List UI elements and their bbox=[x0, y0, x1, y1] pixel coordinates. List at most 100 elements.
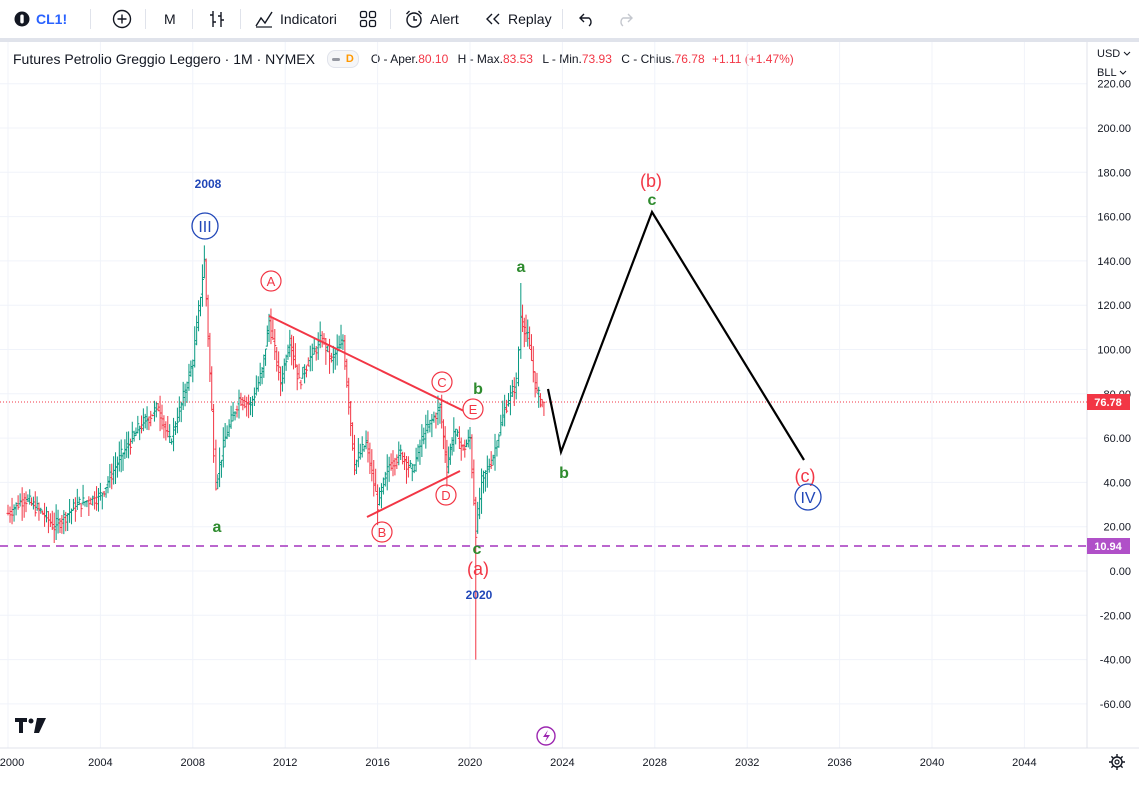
gear-icon[interactable] bbox=[1109, 754, 1125, 770]
replay-button[interactable]: Replay bbox=[484, 0, 552, 38]
ohlc-bar bbox=[197, 300, 201, 332]
last-price-tag bbox=[1087, 394, 1130, 410]
grid bbox=[0, 42, 1087, 748]
replay-label: Replay bbox=[508, 11, 552, 27]
lightning-icon[interactable] bbox=[536, 726, 556, 746]
ohlc-bar bbox=[183, 383, 187, 407]
wave-E-circle[interactable] bbox=[462, 398, 484, 420]
wave-III-circle[interactable] bbox=[191, 212, 219, 240]
open-value: 80.10 bbox=[418, 52, 449, 66]
ohlc-bar bbox=[138, 425, 142, 441]
ohlc-bar bbox=[141, 408, 145, 432]
price-tick-label: 160.00 bbox=[1097, 212, 1131, 224]
price-axis[interactable]: 220.00 200.00 180.00 160.00 140.00 120.00 100.… bbox=[1097, 79, 1131, 711]
price-tick-label: 140.00 bbox=[1097, 256, 1131, 268]
ohlc-bar bbox=[48, 513, 52, 528]
wave-b-label-2019: b bbox=[473, 381, 483, 398]
bar-chart-icon bbox=[210, 11, 224, 27]
ohlc-bar bbox=[522, 317, 526, 348]
indicators-button[interactable]: Indicatori bbox=[254, 0, 337, 38]
ohlc-bar bbox=[265, 325, 269, 347]
ohlc-bar bbox=[35, 496, 39, 511]
ohlc-bar bbox=[480, 468, 484, 514]
ohlc-bar bbox=[200, 264, 204, 307]
ohlc-bar bbox=[96, 488, 100, 512]
ohlc-bar bbox=[100, 492, 104, 510]
ohlc-bar bbox=[93, 491, 97, 510]
ohlc-bar bbox=[119, 439, 123, 473]
change-value: +1.11 (+1.47%) bbox=[711, 52, 794, 66]
currency-selector[interactable]: USD bbox=[1097, 48, 1131, 60]
wave-IV-circle[interactable] bbox=[794, 483, 822, 511]
ohlc-bar bbox=[542, 401, 546, 417]
wave-D-circle[interactable] bbox=[435, 484, 457, 506]
ohlc-bar bbox=[191, 359, 195, 383]
symbol-search[interactable]: CL1! bbox=[14, 0, 67, 38]
ohlc-bar bbox=[416, 444, 420, 462]
triangle-lower-trendline[interactable] bbox=[366, 470, 461, 518]
ohlc-bar bbox=[468, 427, 472, 450]
redo-button[interactable] bbox=[616, 0, 634, 38]
ohlc-bar bbox=[512, 377, 516, 406]
ohlc-bar bbox=[140, 415, 144, 434]
ohlc-bar bbox=[275, 347, 279, 372]
interval-button[interactable]: M bbox=[164, 0, 176, 38]
ohlc-bar bbox=[132, 430, 136, 442]
ohlc-bar bbox=[149, 410, 153, 427]
ohlc-bar bbox=[208, 332, 212, 383]
projection-path[interactable] bbox=[546, 209, 805, 461]
price-tick-label: 60.00 bbox=[1103, 433, 1131, 445]
ohlc-bar bbox=[75, 488, 79, 510]
ohlc-bar bbox=[22, 492, 26, 518]
time-tick-label: 2044 bbox=[1012, 757, 1036, 769]
ohlc-bar bbox=[408, 460, 412, 468]
time-tick-label: 2032 bbox=[735, 757, 759, 769]
wave-B-circle[interactable] bbox=[371, 521, 393, 543]
ohlc-bar bbox=[258, 362, 262, 386]
ohlc-bar bbox=[333, 348, 337, 370]
ohlc-bar bbox=[277, 351, 281, 381]
ohlc-bar bbox=[166, 416, 170, 438]
triangle-upper-trendline[interactable] bbox=[268, 315, 467, 413]
ohlc-bar bbox=[331, 345, 335, 374]
status-badge[interactable]: D bbox=[326, 50, 359, 68]
chart-type-button[interactable] bbox=[207, 0, 227, 38]
ohlc-bar bbox=[233, 411, 237, 421]
tradingview-logo-icon[interactable] bbox=[15, 718, 46, 733]
chart-title[interactable]: Futures Petrolio Greggio Leggero · 1M · … bbox=[13, 51, 315, 67]
wave-E-label: E bbox=[469, 402, 478, 417]
ohlc-bar bbox=[524, 314, 528, 343]
ohlc-bar bbox=[223, 423, 227, 448]
ohlc-bar bbox=[89, 497, 93, 505]
currency-label: USD bbox=[1097, 48, 1121, 60]
wave-A-circle[interactable] bbox=[260, 270, 282, 292]
redo-icon bbox=[620, 13, 633, 27]
ohlc-bar bbox=[293, 343, 297, 368]
alert-button[interactable]: Alert bbox=[404, 0, 459, 38]
ohlc-bar bbox=[389, 453, 393, 471]
templates-button[interactable] bbox=[359, 0, 377, 38]
time-axis[interactable]: 2000 2004 2008 2012 2016 2020 2024 2028 2032 2036… bbox=[0, 757, 1037, 769]
ohlc-bar bbox=[347, 377, 351, 415]
ohlc-bar bbox=[243, 395, 247, 409]
ohlc-bar bbox=[79, 503, 83, 517]
compare-button[interactable] bbox=[112, 0, 132, 38]
undo-button[interactable] bbox=[578, 0, 596, 38]
ohlc-bar bbox=[456, 429, 460, 437]
unit-selector[interactable]: BLL bbox=[1097, 67, 1127, 79]
ohlc-bar bbox=[225, 425, 229, 440]
ohlc-bar bbox=[351, 422, 355, 451]
ohlc-bar bbox=[28, 489, 32, 505]
ohlc-bar bbox=[104, 486, 108, 498]
wave-C-circle[interactable] bbox=[431, 371, 453, 393]
indicators-label: Indicatori bbox=[280, 11, 337, 27]
ohlc-bar bbox=[443, 426, 447, 464]
ohlc-bar bbox=[229, 405, 233, 429]
ohlc-bar bbox=[410, 463, 414, 482]
ohlc-bar bbox=[218, 447, 222, 488]
low-value: 73.93 bbox=[581, 52, 612, 66]
ohlc-bar bbox=[117, 441, 121, 472]
price-chart[interactable]: 220.00 200.00 180.00 160.00 140.00 120.00 100.… bbox=[0, 42, 1139, 789]
ohlc-bar bbox=[227, 419, 231, 438]
high-value: 83.53 bbox=[502, 52, 533, 66]
